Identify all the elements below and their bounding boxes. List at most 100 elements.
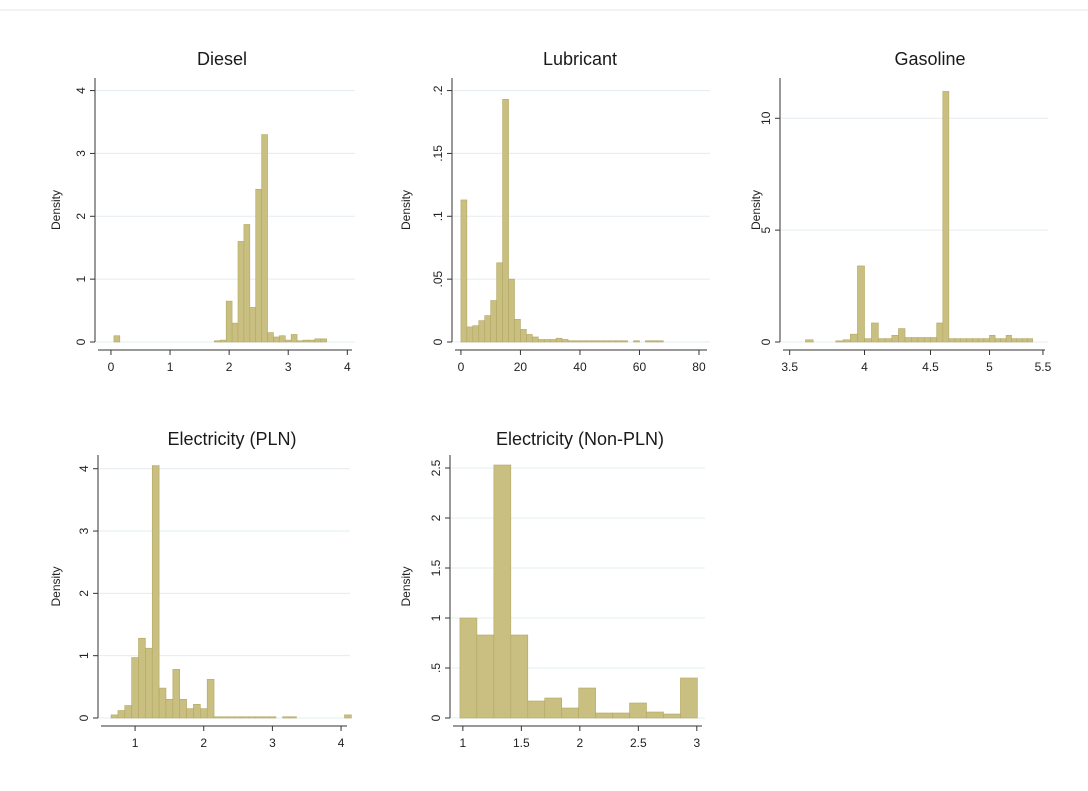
- x-tick-label: 5: [986, 360, 993, 374]
- x-tick-label: 4: [344, 360, 351, 374]
- bar: [124, 705, 132, 719]
- bar: [186, 708, 194, 719]
- bar: [573, 340, 581, 343]
- bar: [585, 340, 593, 343]
- bar: [835, 340, 844, 343]
- bar: [561, 707, 579, 719]
- y-tick-label: 0: [431, 338, 445, 345]
- bar: [508, 278, 515, 343]
- bar: [220, 716, 229, 719]
- bar: [850, 333, 858, 343]
- y-tick-label: 5: [759, 226, 773, 233]
- bar: [878, 338, 886, 343]
- y-tick-label: 0: [77, 714, 91, 721]
- y-tick-label: 2: [74, 213, 88, 220]
- x-tick-label: 5.5: [1035, 360, 1052, 374]
- bar: [898, 328, 906, 343]
- bar: [496, 262, 503, 343]
- bar: [308, 339, 316, 343]
- bar: [476, 634, 495, 719]
- bar: [158, 687, 167, 719]
- bar: [145, 647, 153, 719]
- bar: [543, 339, 551, 343]
- bar: [248, 716, 256, 719]
- bar: [510, 634, 529, 719]
- bar: [612, 712, 630, 719]
- x-tick-label: 2: [226, 360, 233, 374]
- x-tick-label: 40: [573, 360, 587, 374]
- bar: [206, 679, 215, 719]
- y-axis-label: Density: [399, 190, 413, 230]
- bar: [805, 339, 814, 343]
- bar: [113, 335, 121, 343]
- bar: [234, 716, 242, 719]
- bar: [314, 338, 322, 343]
- bar: [179, 699, 187, 719]
- bar: [609, 340, 616, 343]
- bar: [904, 337, 912, 343]
- y-tick-label: 3: [74, 150, 88, 157]
- bar: [966, 338, 973, 343]
- bar: [1000, 338, 1007, 343]
- x-tick-label: 3.5: [781, 360, 798, 374]
- bar: [989, 334, 996, 343]
- bar: [225, 300, 233, 343]
- bar: [267, 332, 274, 343]
- chart-title: Diesel: [197, 49, 247, 69]
- x-tick-label: 20: [514, 360, 528, 374]
- bar: [279, 335, 286, 343]
- bar: [544, 697, 563, 719]
- x-tick-label: 3: [285, 360, 292, 374]
- y-tick-label: 2: [77, 590, 91, 597]
- bar: [193, 703, 201, 719]
- bar: [1016, 338, 1023, 343]
- bar: [954, 338, 962, 343]
- x-tick-label: 80: [692, 360, 706, 374]
- bar: [243, 224, 251, 343]
- x-tick-label: 2: [576, 736, 583, 750]
- x-tick-label: 1.5: [513, 736, 530, 750]
- x-tick-label: 1: [460, 736, 467, 750]
- y-tick-label: 0: [74, 338, 88, 345]
- y-tick-label: 1.5: [429, 559, 443, 576]
- bar: [923, 337, 931, 343]
- bar: [532, 336, 539, 343]
- y-tick-label: 10: [759, 111, 773, 125]
- bar: [972, 338, 979, 343]
- bar: [680, 677, 698, 719]
- bar: [249, 307, 257, 343]
- bar: [472, 325, 480, 343]
- bar: [651, 340, 658, 343]
- bar: [1011, 338, 1018, 343]
- bar: [591, 340, 599, 343]
- bar: [284, 339, 292, 343]
- bar: [165, 699, 174, 719]
- bar: [296, 340, 304, 343]
- bar: [231, 322, 239, 343]
- bar: [936, 322, 944, 343]
- bar: [646, 711, 664, 719]
- bar: [213, 716, 222, 719]
- bar: [227, 716, 235, 719]
- bar: [466, 326, 474, 343]
- x-tick-label: 3: [269, 736, 276, 750]
- bar: [1027, 338, 1033, 343]
- y-tick-label: 1: [429, 614, 443, 621]
- bar: [917, 337, 925, 343]
- bar: [1005, 334, 1012, 343]
- bar: [595, 712, 613, 719]
- chart-title: Lubricant: [543, 49, 617, 69]
- x-tick-label: 1: [132, 736, 139, 750]
- x-tick-label: 0: [458, 360, 465, 374]
- y-tick-label: 1: [74, 275, 88, 282]
- x-tick-label: 3: [693, 736, 700, 750]
- bar: [110, 714, 119, 719]
- y-axis-label: Density: [49, 566, 63, 606]
- y-axis-label: Density: [749, 190, 763, 230]
- y-tick-label: 1: [77, 652, 91, 659]
- y-tick-label: .5: [429, 663, 443, 673]
- bar: [1021, 338, 1028, 343]
- bar: [911, 337, 919, 343]
- bar: [219, 339, 227, 343]
